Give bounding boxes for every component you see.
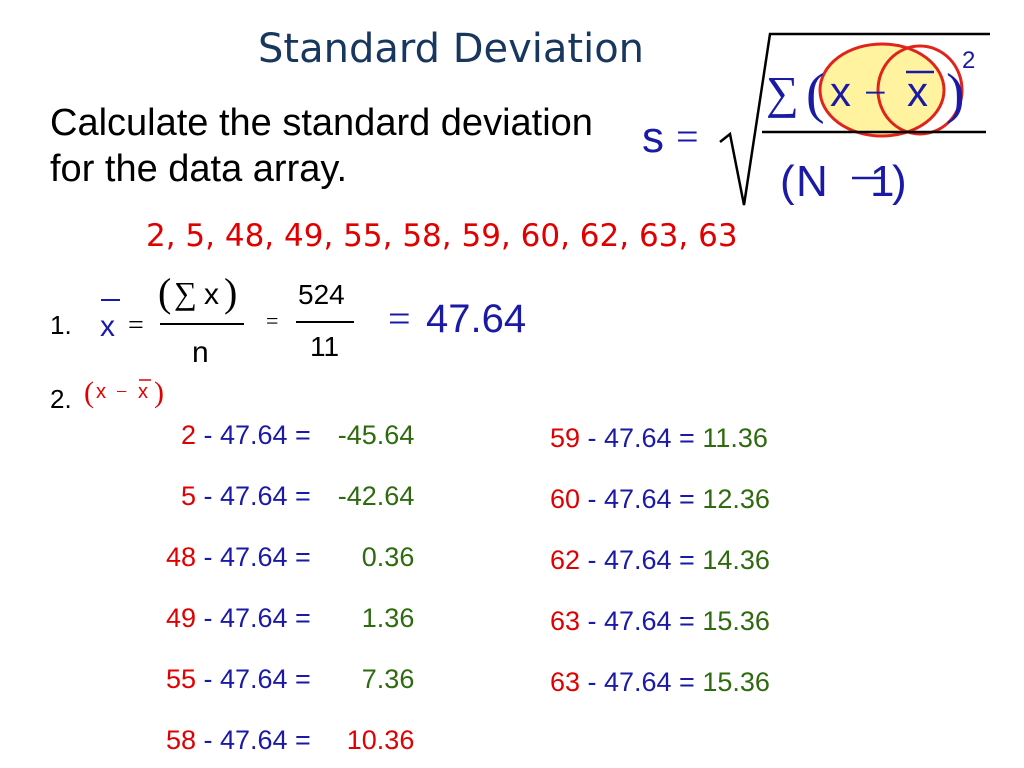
subtract-mean: - 47.64 = [580, 545, 703, 575]
subtract-mean: - 47.64 = [196, 542, 319, 572]
formula-open-paren: ( [806, 63, 825, 125]
step1-open-paren: ( [158, 270, 171, 315]
step2-minus: − [116, 381, 127, 403]
formula-equals: = [676, 114, 699, 159]
deviation-result: 10.36 [346, 725, 415, 755]
step1-equals-3: = [388, 296, 411, 341]
deviation-row: 48 - 47.64 = 0.36 [156, 542, 414, 573]
step2-label: 2. [50, 384, 72, 414]
step1-den: n [192, 336, 209, 369]
deviation-result: 7.36 [361, 664, 415, 694]
subtract-mean: - 47.64 = [196, 725, 319, 755]
data-value: 49 [165, 603, 196, 633]
subtract-mean: - 47.64 = [580, 667, 703, 697]
step1-equals-2: = [266, 308, 278, 333]
subtract-mean: - 47.64 = [196, 664, 319, 694]
deviation-row: 2 - 47.64 = -45.64 [156, 420, 414, 451]
deviation-row: 59 - 47.64 = 11.36 [544, 423, 788, 454]
data-value: 5 [180, 481, 196, 511]
step1-close-paren: ) [224, 270, 237, 315]
square-root-sign [719, 32, 990, 206]
data-value: 48 [165, 542, 196, 572]
deviation-result: 0.36 [361, 542, 415, 572]
formula-close-paren: ) [946, 63, 965, 125]
data-value: 2 [180, 420, 196, 450]
step2-open-paren: ( [84, 376, 94, 409]
formula-xbar: x [907, 68, 928, 115]
data-value: 58 [165, 725, 196, 755]
formula-open-paren-den: ( [780, 157, 795, 206]
step2-close-paren: ) [154, 376, 164, 409]
step1-label: 1. [50, 310, 72, 340]
highlight-large-circle [818, 42, 946, 138]
deviation-row: 60 - 47.64 = 12.36 [544, 484, 788, 515]
deviation-row: 49 - 47.64 = 1.36 [156, 603, 414, 634]
data-value: 55 [165, 664, 196, 694]
formula-x: x [830, 68, 851, 115]
deviation-row: 58 - 47.64 = 10.36 [156, 725, 414, 756]
deviation-result: 15.36 [702, 667, 770, 697]
highlight-small-circle [876, 44, 964, 136]
data-value: 60 [549, 484, 580, 514]
deviation-result: 1.36 [361, 603, 415, 633]
step1-mean-formula: x = ( ∑ x ) n = 524 11 = 47.64 [100, 270, 526, 369]
subtract-mean: - 47.64 = [580, 423, 703, 453]
data-value: 63 [549, 606, 580, 636]
formula-minus: − [864, 70, 887, 115]
step1-mean: 47.64 [426, 297, 526, 341]
formula-n: N [796, 157, 828, 206]
data-value: 63 [549, 667, 580, 697]
formula-sigma: ∑ [766, 67, 799, 118]
step1-equals: = [128, 310, 144, 341]
subtract-mean: - 47.64 = [196, 603, 319, 633]
slide-title: Standard Deviation [258, 26, 645, 72]
formula-close-paren-den: ) [892, 157, 907, 206]
subtract-mean: - 47.64 = [196, 481, 319, 511]
subtract-mean: - 47.64 = [580, 606, 703, 636]
deviation-row: 63 - 47.64 = 15.36 [544, 606, 788, 637]
step1-sum: 524 [298, 279, 345, 310]
deviation-row: 5 - 47.64 = -42.64 [156, 481, 414, 512]
deviation-result: 15.36 [702, 606, 770, 636]
deviation-row: 55 - 47.64 = 7.36 [156, 664, 414, 695]
sd-formula: s = ∑ ( x − x ) 2 ( N 1 ) [642, 32, 990, 206]
formula-s: s [642, 113, 664, 162]
deviation-result: 12.36 [702, 484, 770, 514]
deviation-result: 14.36 [702, 545, 770, 575]
formula-exponent: 2 [962, 47, 975, 74]
deviation-result: -42.64 [337, 481, 415, 511]
step2-x: x [96, 381, 106, 403]
deviation-row: 62 - 47.64 = 14.36 [544, 545, 788, 576]
data-array: 2, 5, 48, 49, 55, 58, 59, 60, 62, 63, 63 [146, 218, 738, 254]
subtract-mean: - 47.64 = [196, 420, 319, 450]
instruction-text: Calculate the standard deviation for the… [50, 102, 593, 190]
step2-xbar: x [138, 381, 148, 403]
step1-sigma: ∑ [174, 275, 197, 311]
data-value: 62 [549, 545, 580, 575]
deviation-row: 63 - 47.64 = 15.36 [544, 667, 788, 698]
deviation-result: -45.64 [337, 420, 415, 450]
step1-count: 11 [310, 331, 339, 362]
step2-deviation-expr: ( x − x ) [84, 376, 164, 409]
step1-x: x [204, 278, 219, 311]
subtract-mean: - 47.64 = [580, 484, 703, 514]
step1-xbar: x [100, 310, 115, 343]
data-value: 59 [549, 423, 580, 453]
formula-one: 1 [870, 157, 894, 206]
deviation-result: 11.36 [702, 423, 768, 453]
